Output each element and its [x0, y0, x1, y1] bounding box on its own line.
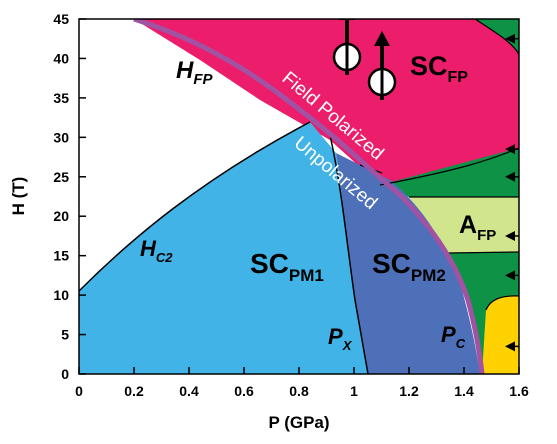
x-tick-label: 0.8 — [289, 383, 309, 399]
x-axis-label: P (GPa) — [268, 413, 329, 432]
region-a-fp — [409, 197, 519, 253]
y-tick-label: 0 — [61, 366, 69, 382]
y-tick-label: 5 — [61, 327, 69, 343]
x-tick-label: 1 — [350, 383, 358, 399]
x-tick-label: 0.4 — [179, 383, 199, 399]
moment-icon — [367, 31, 397, 100]
x-tick-label: 0.2 — [124, 383, 144, 399]
y-tick-label: 20 — [53, 208, 69, 224]
line-px — [329, 134, 369, 374]
region-yellow — [482, 295, 519, 374]
y-tick-label: 15 — [53, 248, 69, 264]
arrow-left-icon — [505, 33, 515, 44]
line-sc-fp-edge — [474, 19, 519, 56]
line-sc-fp-edge-lower — [379, 147, 519, 186]
region-sc-pm1 — [79, 122, 368, 374]
y-tick-label: 30 — [53, 129, 69, 145]
x-tick-label: 1.2 — [399, 383, 419, 399]
x-tick-label: 1.6 — [509, 383, 529, 399]
y-tick-label: 45 — [53, 11, 69, 27]
arrow-left-icon — [505, 270, 515, 281]
line-fp-boundary — [133, 19, 485, 374]
label-h-fp: HFP — [176, 57, 214, 88]
line-yellow — [485, 295, 519, 311]
label-h-c2: HC2 — [140, 236, 173, 265]
label-sc-pm1: SCPM1 — [250, 248, 324, 285]
label-sc-pm2: SCPM2 — [372, 248, 446, 285]
y-axis-label: H (T) — [9, 177, 28, 216]
y-tick-label: 40 — [53, 50, 69, 66]
x-axis: 0 0.2 0.4 0.6 0.8 1 1.2 1.4 1.6 — [75, 367, 529, 399]
y-tick-label: 35 — [53, 90, 69, 106]
y-tick-label: 25 — [53, 169, 69, 185]
arrow-left-icon — [505, 230, 515, 241]
line-afp — [409, 196, 519, 254]
label-p-x: PX — [328, 324, 353, 353]
moment-icon — [332, 19, 362, 75]
y-tick-label: 10 — [53, 287, 69, 303]
arrow-left-icon — [505, 171, 515, 182]
x-tick-label: 0 — [75, 383, 83, 399]
y-axis: 0 5 10 15 20 25 30 35 40 45 — [53, 11, 86, 382]
label-a-fp: AFP — [459, 211, 496, 244]
arrow-left-icon — [505, 144, 515, 155]
arrow-left-icon — [505, 341, 515, 352]
x-tick-label: 0.6 — [234, 383, 254, 399]
x-tick-label: 1.4 — [454, 383, 474, 399]
label-p-c: PC — [441, 322, 466, 351]
line-hc2 — [79, 121, 311, 292]
label-sc-fp: SCFP — [410, 51, 468, 86]
right-arrows — [505, 33, 519, 352]
region-sc-pm2 — [310, 122, 480, 374]
